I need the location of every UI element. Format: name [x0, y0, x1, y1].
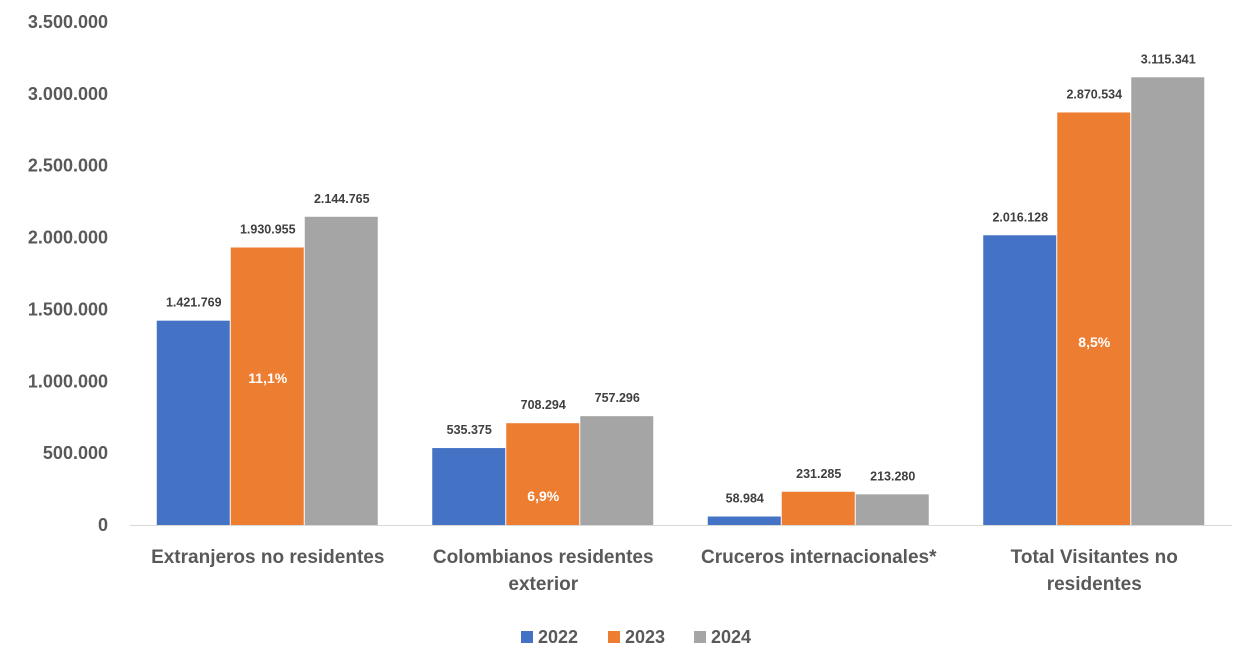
legend-swatch-2023: [608, 631, 620, 643]
data-labels-group: 1.421.769 1.930.955 2.144.765 535.375 708.29…: [166, 52, 1196, 505]
legend-swatch-2024: [694, 631, 706, 643]
bar-2022-cat4: [983, 235, 1057, 525]
x-category-label: Cruceros internacionales*: [701, 547, 937, 568]
y-axis: 0 500.000 1.000.000 1.500.000 2.000.000 2.500…: [28, 12, 108, 535]
x-category-label: Extranjeros no residentes: [151, 547, 384, 568]
growth-label: 8,5%: [1078, 334, 1110, 350]
bar-2022-cat2: [432, 448, 506, 525]
data-label-2022: 2.016.128: [992, 210, 1048, 224]
x-category-label: Total Visitantes no: [1011, 547, 1178, 568]
x-category-label: residentes: [1047, 574, 1142, 595]
data-label-2024: 757.296: [595, 391, 640, 405]
data-label-2024: 213.280: [870, 469, 915, 483]
bar-2023-cat1: [230, 247, 304, 525]
data-label-2022: 58.984: [726, 492, 764, 506]
y-tick-label: 2.000.000: [28, 228, 108, 248]
bar-2023-cat2: [506, 423, 580, 525]
bar-2024-cat1: [304, 216, 378, 525]
bar-2024-cat3: [855, 494, 929, 525]
data-label-2024: 3.115.341: [1141, 52, 1196, 66]
x-category-label: exterior: [508, 574, 578, 595]
data-label-2023: 2.870.534: [1066, 87, 1122, 101]
bar-2023-cat3: [781, 491, 855, 525]
x-category-label: Colombianos residentes: [433, 547, 654, 568]
data-label-2023: 708.294: [521, 398, 566, 412]
legend-label-2024: 2024: [711, 627, 751, 647]
x-axis: Extranjeros no residentes Colombianos res…: [151, 547, 1178, 595]
legend: 2022 2023 2024: [521, 627, 751, 647]
legend-label-2022: 2022: [538, 627, 578, 647]
data-label-2024: 2.144.765: [314, 192, 370, 206]
bar-2022-cat3: [707, 516, 781, 525]
bar-2022-cat1: [156, 320, 230, 525]
legend-swatch-2022: [521, 631, 533, 643]
growth-labels-group: 11,1% 6,9% 8,5%: [248, 334, 1110, 504]
bar-2024-cat2: [580, 416, 654, 525]
data-label-2023: 1.930.955: [240, 222, 296, 236]
y-tick-label: 1.500.000: [28, 299, 108, 319]
y-tick-label: 1.000.000: [28, 371, 108, 391]
bar-2024-cat4: [1131, 77, 1205, 525]
y-tick-label: 3.500.000: [28, 12, 108, 32]
y-tick-label: 0: [98, 515, 108, 535]
data-label-2023: 231.285: [796, 467, 841, 481]
y-tick-label: 3.000.000: [28, 84, 108, 104]
y-tick-label: 500.000: [43, 443, 108, 463]
bar-2023-cat4: [1057, 112, 1131, 525]
y-tick-label: 2.500.000: [28, 156, 108, 176]
data-label-2022: 1.421.769: [166, 296, 222, 310]
legend-label-2023: 2023: [625, 627, 665, 647]
bars-group: [156, 77, 1205, 525]
growth-label: 6,9%: [527, 488, 559, 504]
growth-label: 11,1%: [248, 370, 287, 386]
data-label-2022: 535.375: [447, 423, 492, 437]
